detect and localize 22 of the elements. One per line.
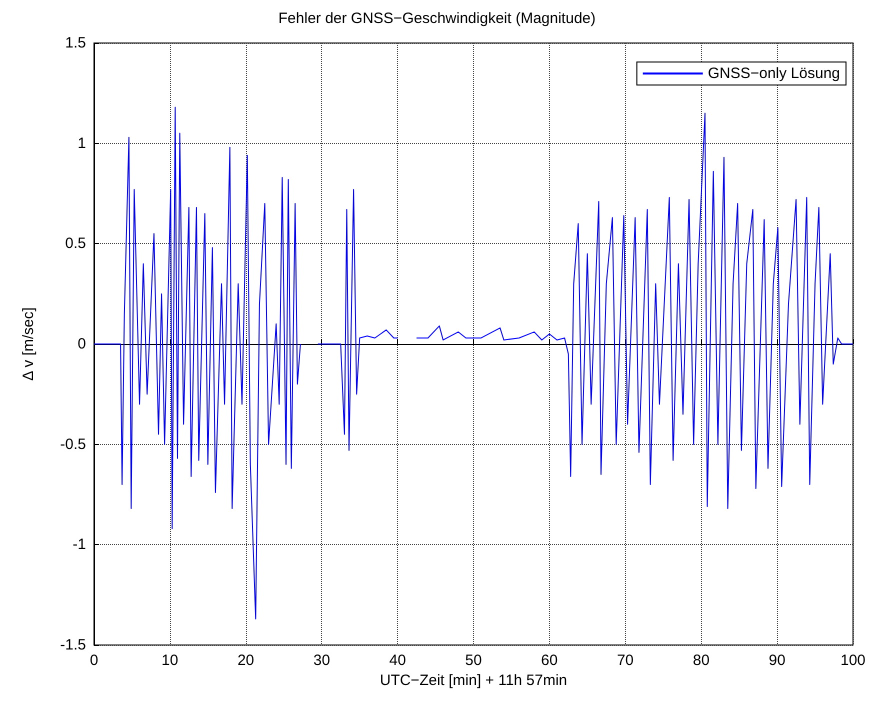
y-tick-label: -1 bbox=[72, 536, 86, 554]
y-tick-label: 1.5 bbox=[65, 34, 86, 52]
x-tick-label: 40 bbox=[389, 652, 406, 669]
x-tick-label: 0 bbox=[90, 652, 98, 669]
x-tick-label: 100 bbox=[840, 652, 866, 669]
y-tick-label: -0.5 bbox=[60, 436, 86, 453]
y-axis-title: Δ v [m/sec] bbox=[20, 307, 37, 381]
x-tick-label: 10 bbox=[162, 652, 178, 669]
x-tick-label: 30 bbox=[313, 652, 330, 669]
y-tick-label: 0 bbox=[78, 336, 86, 352]
x-tick-label: 90 bbox=[768, 652, 786, 669]
chart-title: Fehler der GNSS−Geschwindigkeit (Magnitude) bbox=[278, 10, 596, 27]
x-tick-label: 20 bbox=[237, 652, 254, 669]
x-tick-label: 80 bbox=[692, 652, 710, 669]
y-tick-label: -1.5 bbox=[60, 636, 86, 654]
y-tick-label: 0.5 bbox=[65, 235, 86, 252]
x-tick-label: 50 bbox=[465, 652, 482, 669]
x-tick-label: 60 bbox=[541, 652, 558, 669]
y-tick-label: 1 bbox=[78, 134, 86, 152]
x-tick-label: 70 bbox=[616, 652, 634, 669]
legend-label: GNSS−only Lösung bbox=[708, 65, 840, 82]
x-axis-title: UTC−Zeit [min] + 11h 57min bbox=[380, 672, 568, 689]
